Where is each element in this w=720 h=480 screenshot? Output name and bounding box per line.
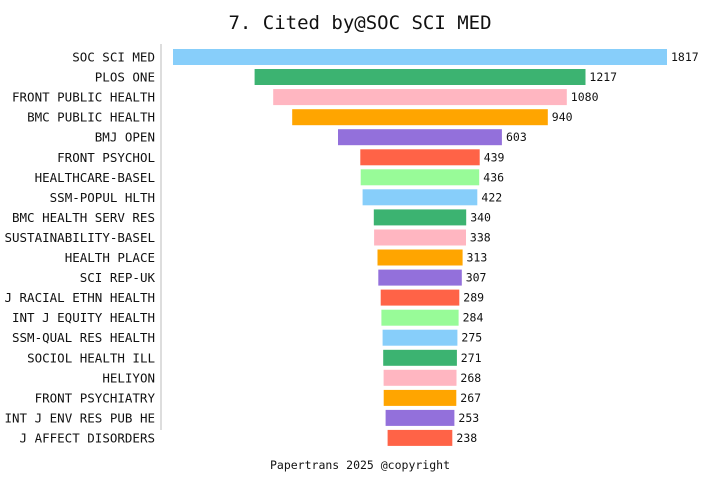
value-label-14: 275: [461, 331, 482, 345]
category-label-14: SSM-QUAL RES HEALTH: [12, 330, 155, 345]
category-label-16: HELIYON: [102, 370, 155, 385]
chart-footer: Papertrans 2025 @copyright: [270, 458, 450, 472]
category-label-1: PLOS ONE: [95, 70, 155, 85]
bar-16: [383, 369, 457, 386]
bar-17: [383, 389, 457, 406]
value-label-3: 940: [552, 110, 573, 124]
bar-14: [382, 329, 458, 346]
value-label-0: 1817: [671, 50, 699, 64]
category-label-15: SOCIOL HEALTH ILL: [27, 350, 155, 365]
category-label-19: J AFFECT DISORDERS: [20, 430, 155, 445]
bar-10: [377, 249, 463, 266]
category-label-18: INT J ENV RES PUB HE: [4, 410, 155, 425]
bar-6: [360, 169, 480, 186]
category-label-9: SUSTAINABILITY-BASEL: [4, 230, 155, 245]
value-label-9: 338: [470, 231, 491, 245]
value-label-13: 284: [463, 311, 484, 325]
category-label-17: FRONT PSYCHIATRY: [35, 390, 156, 405]
category-label-13: INT J EQUITY HEALTH: [12, 310, 155, 325]
value-label-2: 1080: [571, 90, 599, 104]
value-label-11: 307: [466, 271, 487, 285]
bar-11: [378, 269, 462, 286]
bar-19: [387, 429, 453, 446]
value-label-17: 267: [460, 391, 481, 405]
bar-5: [360, 149, 480, 166]
category-label-0: SOC SCI MED: [72, 50, 155, 65]
bar-7: [362, 189, 478, 206]
category-label-12: J RACIAL ETHN HEALTH: [4, 290, 155, 305]
category-label-8: BMC HEALTH SERV RES: [12, 210, 155, 225]
category-label-11: SCI REP-UK: [80, 270, 156, 285]
bar-3: [292, 109, 548, 126]
bar-12: [380, 289, 460, 306]
bar-1: [254, 69, 586, 85]
value-label-16: 268: [460, 371, 481, 385]
value-label-8: 340: [470, 210, 491, 224]
bar-8: [373, 209, 467, 226]
value-label-12: 289: [463, 291, 484, 305]
bar-15: [383, 349, 457, 366]
value-label-10: 313: [467, 251, 488, 265]
category-label-6: HEALTHCARE-BASEL: [35, 170, 155, 185]
category-label-5: FRONT PSYCHOL: [57, 150, 155, 165]
bar-4: [338, 129, 502, 146]
value-label-19: 238: [456, 431, 477, 445]
category-label-7: SSM-POPUL HLTH: [50, 190, 155, 205]
bars-group: SOC SCI MED 1817 PLOS ONE 1217 FRONT PUBLIC …: [4, 49, 699, 446]
value-label-15: 271: [461, 351, 482, 365]
category-label-4: BMJ OPEN: [95, 130, 155, 145]
bar-9: [374, 229, 466, 246]
value-label-1: 1217: [589, 70, 617, 84]
category-label-10: HEALTH PLACE: [65, 250, 155, 265]
value-label-6: 436: [483, 170, 504, 184]
category-label-2: FRONT PUBLIC HEALTH: [12, 90, 155, 105]
bar-0: [173, 49, 667, 65]
value-label-18: 253: [458, 411, 479, 425]
chart-title: 7. Cited by@SOC SCI MED: [228, 12, 491, 34]
bar-13: [381, 309, 459, 326]
bar-18: [385, 409, 455, 426]
bar-2: [273, 89, 567, 106]
value-label-5: 439: [484, 150, 505, 164]
value-label-7: 422: [481, 190, 502, 204]
value-label-4: 603: [506, 130, 527, 144]
category-label-3: BMC PUBLIC HEALTH: [27, 110, 155, 125]
